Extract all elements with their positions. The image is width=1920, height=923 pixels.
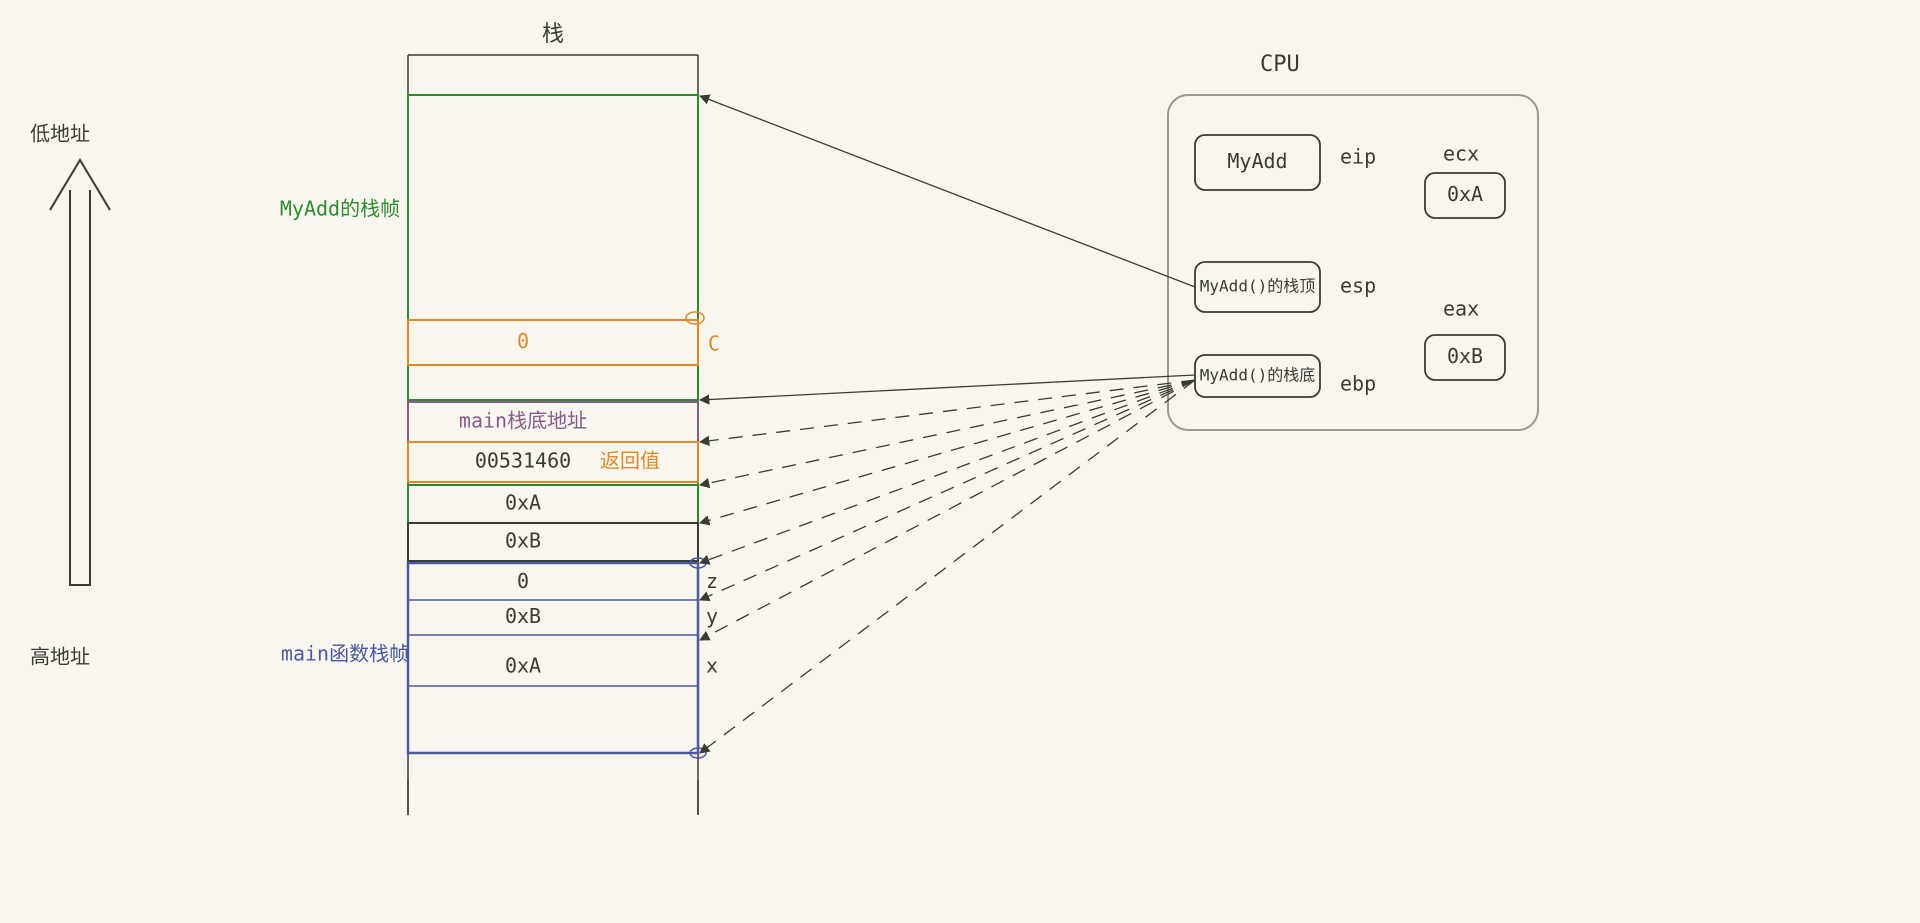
main-frame-row-value: 0xB: [505, 604, 541, 628]
stack-cell-c: [408, 320, 698, 365]
stack-cell-c-value: 0: [517, 329, 529, 353]
stack-cell-c-right-label: C: [708, 332, 720, 356]
low-address-label: 低地址: [30, 122, 90, 146]
connector-dashed: [700, 380, 1195, 640]
high-address-label: 高地址: [30, 645, 90, 669]
cpu-reg-esp: esp: [1340, 274, 1376, 298]
main-frame-row-right-label: z: [706, 569, 718, 593]
cpu-reg-eip: eip: [1340, 145, 1376, 169]
stack-cell-arg-b-value: 0xB: [505, 529, 541, 553]
connector-solid: [700, 96, 1195, 287]
connector-dashed: [700, 380, 1195, 523]
stack-cell-arg-b: [408, 523, 698, 561]
cpu-reg-ecx: ecx: [1443, 142, 1479, 166]
connector-dashed: [700, 380, 1195, 563]
main-frame-row-right-label: y: [706, 604, 718, 628]
address-arrow-head: [50, 160, 110, 210]
cpu-reg-ebp: ebp: [1340, 372, 1376, 396]
stack-cell-arg-a-value: 0xA: [505, 491, 541, 515]
connector-dashed: [700, 380, 1195, 600]
myadd-frame-label: MyAdd的栈帧: [280, 197, 400, 221]
stack-cell-main-base-value: main栈底地址: [459, 409, 587, 433]
cpu-box-eax-label: 0xB: [1447, 344, 1483, 368]
stack-cell-c-anchor: [686, 312, 704, 324]
cpu-box-esp-label: MyAdd()的栈顶: [1200, 277, 1315, 296]
stack-cell-return-value: 00531460: [475, 449, 571, 473]
main-frame-row-right-label: x: [706, 654, 718, 678]
stack-cell-arg-a: [408, 485, 698, 523]
stack-title: 栈: [542, 22, 564, 47]
cpu-title: CPU: [1260, 52, 1300, 77]
main-frame-row-value: 0: [517, 569, 529, 593]
cpu-box-eip-label: MyAdd: [1227, 149, 1287, 173]
address-arrow-shaft: [70, 190, 90, 585]
cpu-reg-eax: eax: [1443, 297, 1479, 321]
cpu-box-ecx-label: 0xA: [1447, 182, 1483, 206]
main-frame-label: main函数栈帧: [281, 642, 409, 666]
cpu-box-ebp-label: MyAdd()的栈底: [1200, 366, 1315, 385]
main-frame: [408, 563, 698, 753]
main-frame-row-value: 0xA: [505, 654, 541, 678]
stack-cell-return-label: 返回值: [600, 449, 660, 473]
myadd-frame: [408, 95, 698, 400]
